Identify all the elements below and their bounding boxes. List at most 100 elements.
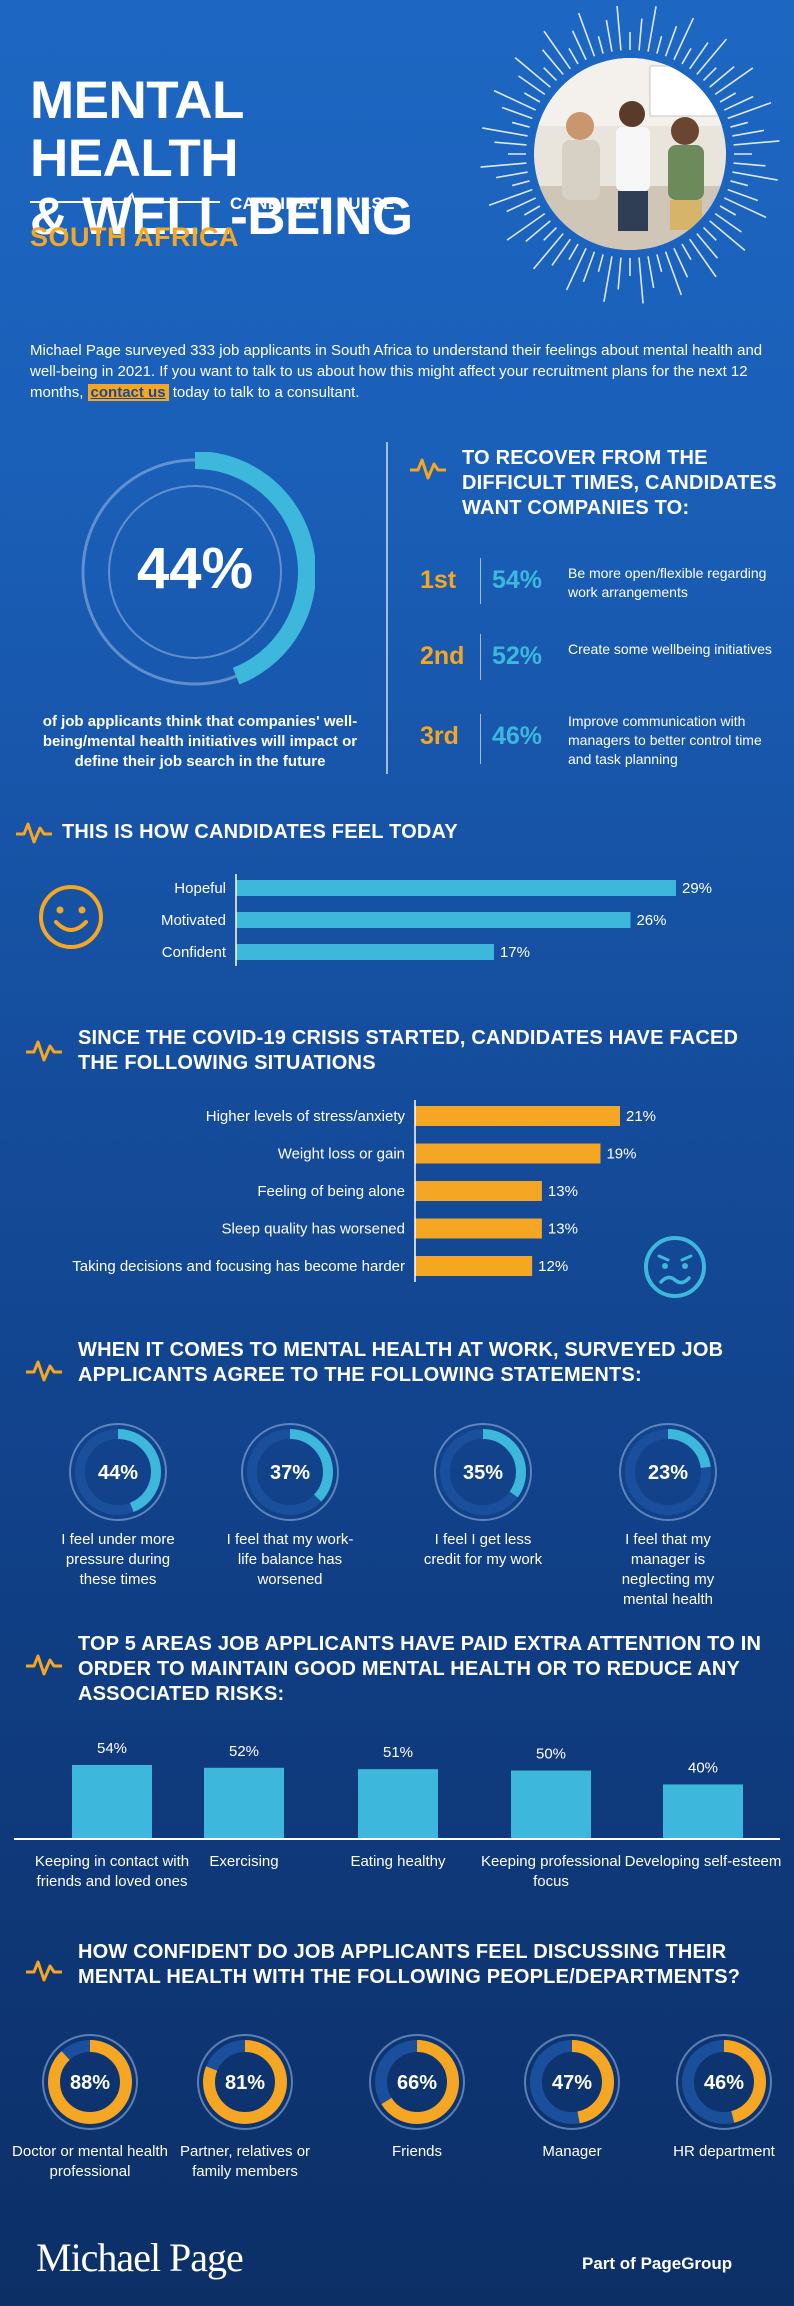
ring-arc	[203, 2040, 287, 2124]
ring-percent: 35%	[463, 1462, 503, 1484]
column-value-label: 50%	[536, 1746, 566, 1763]
bar	[236, 912, 631, 928]
ray-line	[541, 49, 564, 75]
heartbeat-icon	[26, 1360, 62, 1382]
ring-outline	[197, 2034, 293, 2130]
ray-line	[673, 17, 695, 61]
ray-line	[605, 19, 613, 52]
impact-ring-arc	[75, 452, 315, 692]
bar-value-label: 17%	[500, 944, 530, 961]
ray-line	[714, 67, 754, 96]
ray-line	[523, 92, 541, 103]
impact-ring-chart: 44%	[75, 452, 315, 692]
ray-line	[577, 12, 596, 57]
ray-line	[696, 38, 728, 75]
ray-line	[733, 162, 766, 167]
impact-caption: of job applicants think that companies' …	[42, 713, 358, 770]
divider	[386, 442, 388, 774]
ring-outline	[524, 2034, 620, 2130]
ray-line	[688, 238, 717, 278]
bar-category-label: Higher levels of stress/anxiety	[206, 1108, 406, 1125]
ring-arc	[625, 1429, 711, 1515]
ray-line	[681, 47, 692, 65]
bar-category-label: Feeling of being alone	[257, 1183, 405, 1200]
bar-category-label: Sleep quality has worsened	[222, 1221, 405, 1238]
bar	[415, 1256, 533, 1276]
statement-label: I feel that my manager is neglecting my …	[621, 1531, 715, 1608]
ray-line	[709, 65, 735, 88]
statement-ring-chart: 35%	[434, 1423, 532, 1521]
ray-line	[730, 180, 749, 187]
situations-title: SINCE THE COVID-19 CRISIS STARTED, CANDI…	[78, 1027, 739, 1074]
ray-line	[568, 47, 579, 65]
rank-description: Create some wellbeing initiatives	[568, 641, 772, 657]
ray-line	[597, 254, 604, 273]
statement-item: 44% I feel under more pressure during the…	[28, 1420, 208, 1590]
ray-line	[506, 197, 537, 213]
column-category-label: Keeping in contact with friends and love…	[34, 1853, 190, 1890]
ray-line	[565, 247, 587, 291]
statement-label: I feel under more pressure during these …	[61, 1531, 175, 1588]
ray-line	[647, 256, 655, 289]
confidence-ring-chart: 81%	[197, 2034, 293, 2130]
ray-line	[702, 67, 717, 82]
ray-line	[730, 121, 749, 128]
bar-value-label: 19%	[606, 1146, 636, 1163]
bar	[415, 1106, 620, 1126]
bar-category-label: Motivated	[161, 912, 226, 929]
bar-category-label: Taking decisions and focusing has become…	[72, 1258, 405, 1275]
top5-title: TOP 5 AREAS JOB APPLICANTS HAVE PAID EXT…	[78, 1633, 762, 1705]
impact-percent: 44%	[137, 536, 253, 601]
confidence-row: 88% Doctor or mental health professional 8…	[0, 2030, 794, 2180]
heartbeat-line-icon	[30, 192, 220, 213]
ray-line	[568, 243, 579, 261]
contact-us-link[interactable]: contact us	[87, 384, 169, 401]
ring-outline	[619, 1423, 717, 1521]
rank-label: 1st	[420, 566, 457, 594]
ray-line	[696, 233, 719, 259]
ring-arc	[682, 2040, 766, 2124]
candidate-pulse-label: CANDIDATE PULSE	[230, 194, 395, 213]
rank-label: 3rd	[420, 722, 459, 750]
rank-description: Be more open/flexible regarding work arr…	[568, 565, 767, 600]
ring-outline	[241, 1423, 339, 1521]
statement-item: 37% I feel that my work-life balance has …	[200, 1420, 380, 1590]
statement-label: I feel I get less credit for my work	[423, 1531, 543, 1568]
ray-line	[543, 30, 572, 70]
ray-line	[727, 188, 759, 202]
country-label: SOUTH AFRICA	[30, 222, 239, 252]
ray-line	[616, 6, 622, 51]
statements-row: 44% I feel under more pressure during the…	[0, 1420, 794, 1608]
confidence-label: Friends	[391, 2143, 443, 2160]
ray-line	[482, 127, 528, 137]
statement-ring-chart: 37%	[241, 1423, 339, 1521]
statements-title: WHEN IT COMES TO MENTAL HEALTH AT WORK, …	[78, 1339, 724, 1386]
title-line-1: MENTAL HEALTH	[30, 71, 243, 188]
ring-outline	[69, 1423, 167, 1521]
confidence-item: 88% Doctor or mental health professional	[5, 2030, 175, 2182]
ray-line	[493, 89, 537, 111]
ray-line	[514, 56, 551, 88]
ray-line	[714, 212, 742, 233]
ring-outline	[42, 2034, 138, 2130]
ring-percent: 66%	[397, 2072, 437, 2094]
title-line-2: & WELL-BEING	[30, 187, 413, 246]
ray-line	[494, 141, 527, 146]
worried-face-icon	[644, 1236, 706, 1298]
ray-line	[673, 247, 689, 278]
heartbeat-icon	[26, 1654, 62, 1676]
ray-line	[582, 251, 596, 283]
ray-line	[664, 25, 678, 57]
michael-page-logo: Michael Page	[36, 2235, 244, 2280]
ray-line	[688, 42, 709, 70]
bar-value-label: 26%	[636, 912, 666, 929]
ray-line	[638, 257, 644, 304]
bar-category-label: Weight loss or gain	[278, 1146, 405, 1163]
statement-item: 23% I feel that my manager is neglecting …	[578, 1420, 758, 1610]
ray-line	[664, 251, 683, 296]
column-bar	[358, 1769, 438, 1840]
top5-column-chart: 54% 52% 51% 50% 40%	[14, 1740, 780, 1840]
ray-line	[733, 140, 780, 146]
confidence-ring-chart: 47%	[524, 2034, 620, 2130]
bar-value-label: 13%	[548, 1183, 578, 1200]
